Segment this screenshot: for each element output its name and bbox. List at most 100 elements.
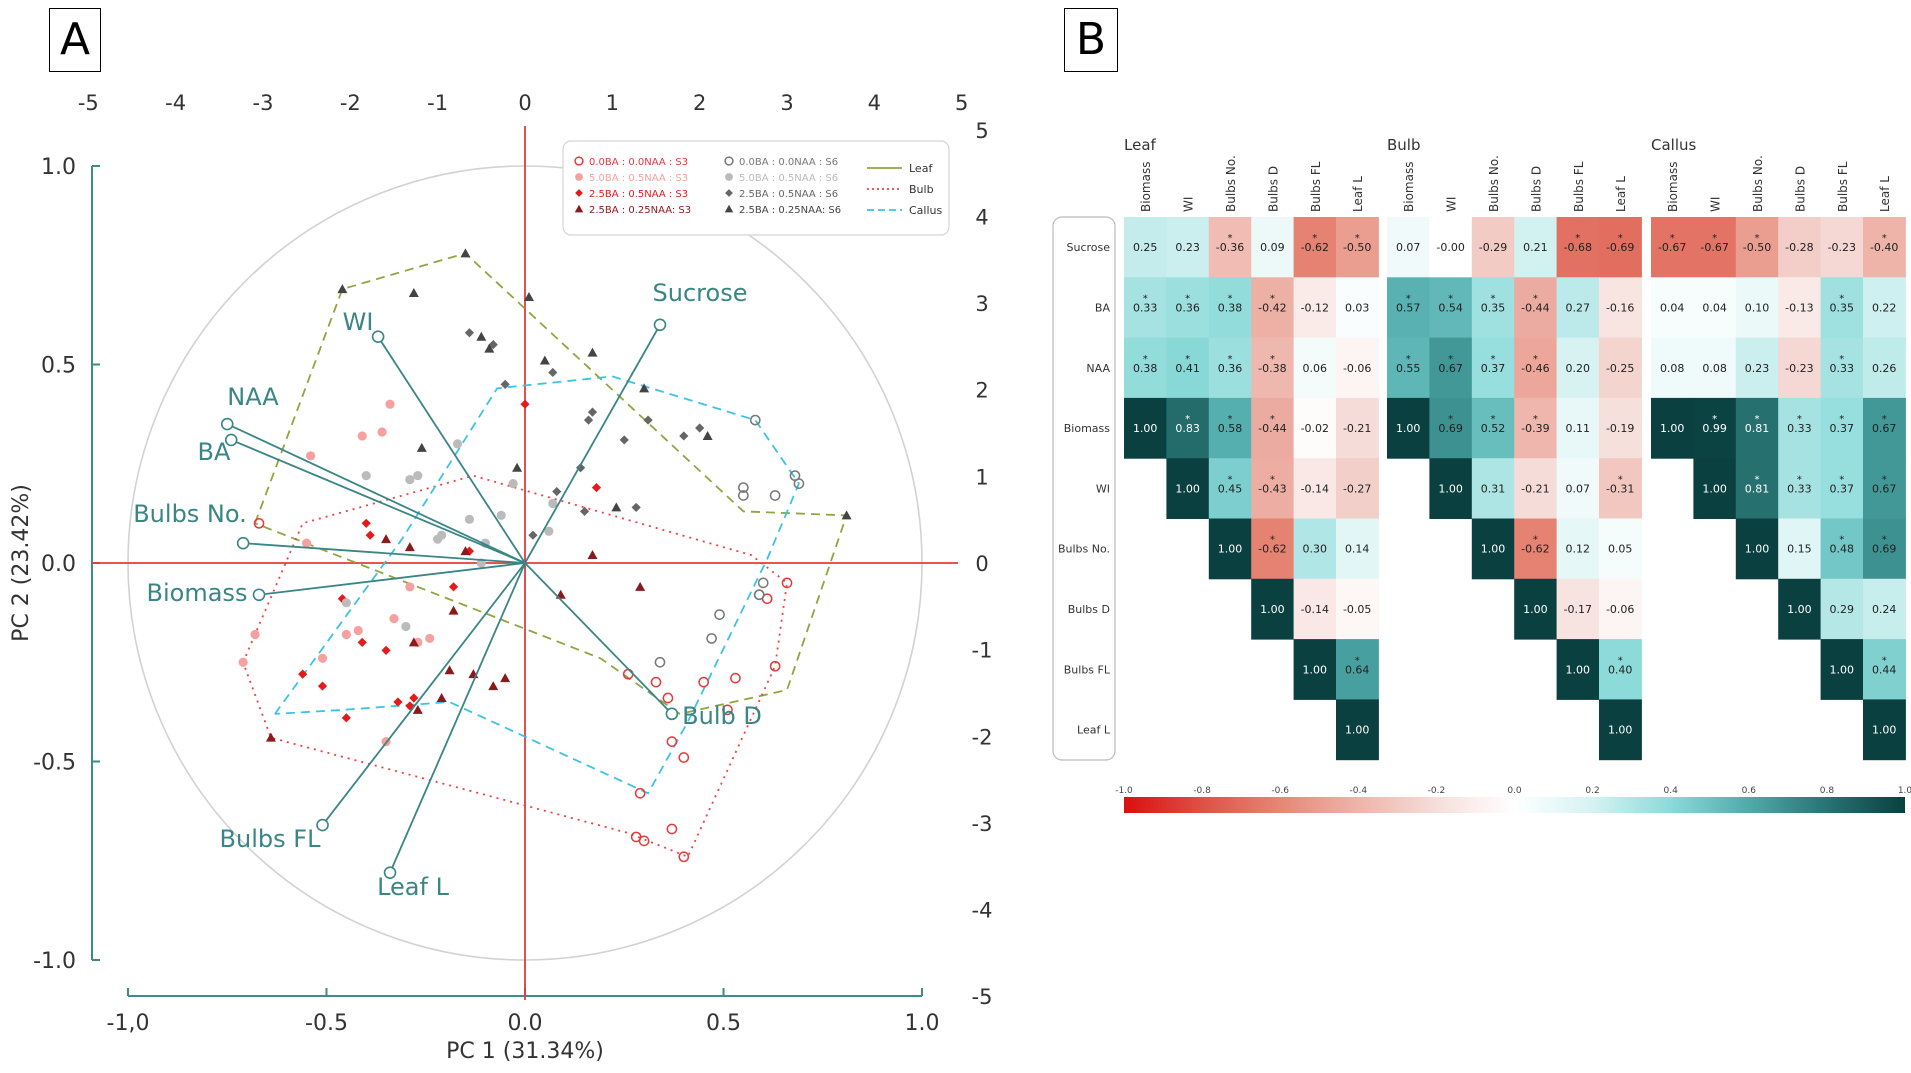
cell-value: -0.42: [1258, 301, 1286, 314]
data-point: [464, 514, 475, 524]
significance-star: *: [1839, 474, 1844, 485]
loading-endpoint-biomass: [252, 588, 266, 602]
data-point: [702, 430, 713, 440]
heatmap-cell: [1599, 458, 1642, 519]
cell-value: 1.00: [1175, 482, 1200, 495]
y2-tick-label: 5: [975, 119, 988, 143]
heatmap-cell: [1471, 277, 1515, 339]
data-point: [365, 530, 375, 540]
data-point: [523, 292, 534, 302]
heatmap-cell: [1556, 277, 1600, 339]
heatmap-cell: [1293, 578, 1337, 640]
cell-value: 0.27: [1566, 301, 1591, 314]
data-point: [528, 530, 538, 540]
data-point: [587, 407, 598, 417]
heatmap-cell: [1471, 458, 1515, 519]
heatmap-cell: [1599, 397, 1642, 459]
cell-value: 0.44: [1872, 663, 1897, 676]
data-point: [488, 681, 499, 691]
row-label-leaf-l: Leaf L: [1077, 724, 1111, 737]
loading-label-sucrose: Sucrose: [653, 279, 748, 307]
column-label-biomass: Biomass: [1402, 162, 1416, 212]
data-point: [413, 471, 423, 481]
y2-tick-label: 4: [975, 205, 988, 229]
significance-star: *: [1712, 414, 1717, 425]
heatmap-cell: [1293, 639, 1337, 700]
heatmap-cell: [1124, 337, 1167, 399]
heatmap-cell: [1166, 277, 1210, 339]
heatmap-cell: [1166, 397, 1210, 459]
heatmap-cell: [1556, 639, 1600, 700]
heatmap-cell: [1124, 217, 1167, 278]
significance-star: *: [1533, 535, 1538, 546]
data-point: [460, 546, 471, 556]
heatmap-cell: [1693, 337, 1737, 399]
heatmap-cell: [1166, 458, 1210, 519]
loading-label-naa: NAA: [227, 383, 279, 411]
heatmap-cell: [1336, 639, 1379, 700]
data-point: [841, 510, 852, 520]
heatmap-cell: [1251, 337, 1295, 399]
cell-value: -0.00: [1436, 241, 1464, 254]
data-point: [341, 713, 351, 723]
loading-vector-biomass: [258, 562, 526, 596]
legend-hull-label: Callus: [909, 204, 943, 217]
x-tick-label: 0.0: [508, 1011, 543, 1036]
pca-biplot: -1,0 -0.5 0.0 0.5 1.0 PC 1 (31.34%) 1.0 0.5 0.0 -…: [9, 91, 992, 1064]
data-point: [631, 502, 641, 513]
significance-star: *: [1839, 414, 1844, 425]
data-point: [361, 471, 371, 481]
cell-value: -0.44: [1521, 301, 1549, 314]
legend-marker: [724, 204, 734, 213]
heatmap-cell: [1651, 277, 1694, 339]
data-point: [302, 538, 312, 548]
x2-tick-label: 5: [955, 91, 968, 115]
cell-value: 1.00: [1566, 663, 1591, 676]
heatmap-cell: [1863, 458, 1906, 519]
cell-value: 0.30: [1303, 543, 1328, 556]
data-point: [238, 657, 248, 667]
cell-value: 1.00: [1830, 663, 1855, 676]
x2-tick-label: 2: [693, 91, 706, 115]
heatmap-cell: [1293, 337, 1337, 399]
legend-marker: [575, 173, 583, 181]
cell-value: 1.00: [1345, 724, 1370, 737]
significance-star: *: [1228, 474, 1233, 485]
row-label-sucrose: Sucrose: [1066, 241, 1110, 254]
loading-label-leaf-l: Leaf L: [377, 873, 450, 901]
data-point: [425, 633, 435, 644]
cell-value: 0.64: [1345, 663, 1370, 676]
significance-star: *: [1882, 233, 1887, 244]
legend-marker: [724, 156, 734, 166]
row-label-biomass: Biomass: [1064, 422, 1111, 435]
loading-endpoint-naa: [220, 417, 234, 431]
column-label-leaf-l: Leaf L: [1614, 176, 1628, 212]
heatmap-cell: [1556, 458, 1600, 519]
heatmap-cell: [1820, 217, 1864, 278]
legend-treatment-label: 2.5BA : 0.25NAA: S3: [589, 205, 691, 216]
legend-marker: [725, 189, 733, 197]
significance-star: *: [1143, 293, 1148, 304]
cell-value: -0.31: [1606, 482, 1634, 495]
data-point: [460, 248, 471, 258]
significance-star: *: [1618, 655, 1623, 666]
heatmap-cell: [1735, 217, 1779, 278]
significance-star: *: [1406, 354, 1411, 365]
column-label-bulbs-fl: Bulbs FL: [1572, 161, 1586, 212]
cell-value: 0.57: [1396, 301, 1421, 314]
cell-value: -0.27: [1343, 482, 1371, 495]
heatmap-cell: [1336, 578, 1379, 640]
significance-star: *: [1406, 293, 1411, 304]
significance-star: *: [1882, 655, 1887, 666]
heatmap-cell: [1251, 277, 1295, 339]
data-point: [341, 598, 351, 608]
cell-value: 0.55: [1396, 362, 1421, 375]
significance-star: *: [1618, 233, 1623, 244]
cell-value: 0.35: [1830, 301, 1855, 314]
significance-star: *: [1575, 233, 1580, 244]
heatmap-cell: [1166, 217, 1210, 278]
heatmap-cell: [1514, 337, 1558, 399]
cell-value: 0.04: [1702, 301, 1727, 314]
heatmap-cell: [1863, 578, 1906, 640]
heatmap-cell: [1863, 518, 1906, 580]
